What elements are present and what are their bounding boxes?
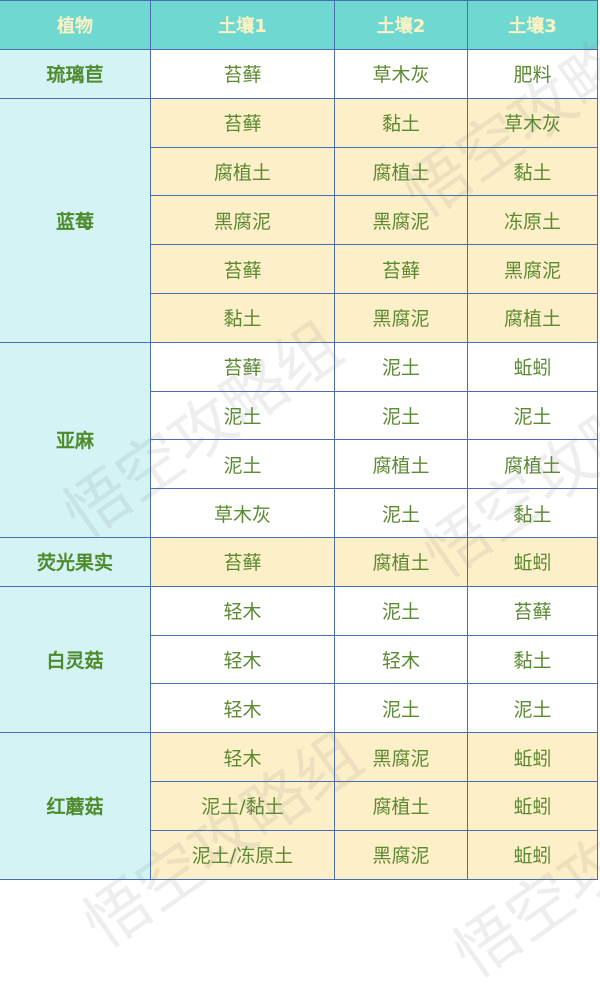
soil-3-cell: 肥料	[467, 49, 598, 99]
table-row: 亚麻 苔藓 泥土 蚯蚓	[0, 341, 598, 538]
table-row: 黏土 黑腐泥 腐植土	[0, 292, 598, 343]
soil-2-cell: 黏土	[334, 97, 468, 148]
soil-1-cell: 苔藓	[150, 244, 335, 294]
soil-3-cell: 蚯蚓	[467, 732, 598, 782]
header-plant: 植物	[0, 0, 151, 50]
soil-2-cell: 黑腐泥	[334, 195, 468, 246]
table-row: 泥土 腐植土 腐植土	[0, 439, 598, 490]
soil-1-cell: 草木灰	[150, 488, 335, 538]
table-row: 琉璃苣 苔藓 草木灰 肥料	[0, 49, 598, 99]
soil-3-cell: 腐植土	[467, 292, 598, 343]
soil-1-cell: 轻木	[150, 683, 335, 734]
soil-1-cell: 泥土	[150, 390, 335, 441]
soil-3-cell: 腐植土	[467, 439, 598, 490]
plant-name: 亚麻	[0, 341, 151, 538]
soil-2-cell: 苔藓	[334, 244, 468, 294]
soil-2-cell: 黑腐泥	[334, 829, 468, 880]
soil-1-cell: 泥土	[150, 439, 335, 490]
table-row: 腐植土 腐植土 黏土	[0, 146, 598, 197]
soil-2-cell: 黑腐泥	[334, 732, 468, 782]
soil-3-cell: 黏土	[467, 634, 598, 685]
table-row: 白灵菇 轻木 泥土 苔藓	[0, 585, 598, 734]
plant-name: 白灵菇	[0, 585, 151, 734]
table-row: 荧光果实 苔藓 腐植土 蚯蚓	[0, 536, 598, 587]
soil-3-cell: 泥土	[467, 683, 598, 734]
soil-1-cell: 轻木	[150, 585, 335, 636]
soil-2-cell: 腐植土	[334, 780, 468, 831]
soil-1-cell: 苔藓	[150, 536, 335, 587]
soil-3-cell: 蚯蚓	[467, 829, 598, 880]
soil-3-cell: 黏土	[467, 488, 598, 538]
soil-2-cell: 轻木	[334, 634, 468, 685]
soil-2-cell: 腐植土	[334, 146, 468, 197]
soil-table: 植物 土壤1 土壤2 土壤3 琉璃苣 苔藓 草木灰 肥料 蓝莓 苔藓 黏土 草木灰 腐植土 腐植土…	[0, 0, 598, 880]
plant-name: 荧光果实	[0, 536, 151, 587]
soil-3-cell: 黑腐泥	[467, 244, 598, 294]
header-soil-1: 土壤1	[150, 0, 335, 50]
soil-3-cell: 苔藓	[467, 585, 598, 636]
soil-2-cell: 泥土	[334, 585, 468, 636]
plant-name: 蓝莓	[0, 97, 151, 343]
table-row: 草木灰 泥土 黏土	[0, 488, 598, 538]
table-row: 泥土/黏土 腐植土 蚯蚓	[0, 780, 598, 831]
soil-3-cell: 草木灰	[467, 97, 598, 148]
soil-2-cell: 泥土	[334, 488, 468, 538]
table-row: 泥土/冻原土 黑腐泥 蚯蚓	[0, 829, 598, 880]
table-row: 黑腐泥 黑腐泥 冻原土	[0, 195, 598, 246]
header-soil-3: 土壤3	[467, 0, 598, 50]
soil-3-cell: 蚯蚓	[467, 341, 598, 392]
soil-3-cell: 黏土	[467, 146, 598, 197]
soil-1-cell: 黏土	[150, 292, 335, 343]
soil-2-cell: 腐植土	[334, 536, 468, 587]
table-row: 蓝莓 苔藓 黏土 草木灰	[0, 97, 598, 343]
soil-2-cell: 泥土	[334, 683, 468, 734]
soil-1-cell: 腐植土	[150, 146, 335, 197]
header-soil-2: 土壤2	[334, 0, 468, 50]
soil-2-cell: 泥土	[334, 390, 468, 441]
soil-1-cell: 黑腐泥	[150, 195, 335, 246]
soil-3-cell: 蚯蚓	[467, 780, 598, 831]
header-row: 植物 土壤1 土壤2 土壤3	[0, 0, 598, 50]
plant-name: 红蘑菇	[0, 732, 151, 880]
soil-2-cell: 腐植土	[334, 439, 468, 490]
soil-1-cell: 泥土/冻原土	[150, 829, 335, 880]
soil-2-cell: 草木灰	[334, 49, 468, 99]
soil-1-cell: 轻木	[150, 732, 335, 782]
table-row: 红蘑菇 轻木 黑腐泥 蚯蚓	[0, 732, 598, 880]
plant-name: 琉璃苣	[0, 49, 151, 99]
table-row: 苔藓 苔藓 黑腐泥	[0, 244, 598, 294]
soil-1-cell: 轻木	[150, 634, 335, 685]
soil-1-cell: 苔藓	[150, 341, 335, 392]
soil-3-cell: 冻原土	[467, 195, 598, 246]
soil-1-cell: 泥土/黏土	[150, 780, 335, 831]
soil-2-cell: 泥土	[334, 341, 468, 392]
table-row: 轻木 轻木 黏土	[0, 634, 598, 685]
table-row: 泥土 泥土 泥土	[0, 390, 598, 441]
soil-1-cell: 苔藓	[150, 97, 335, 148]
soil-1-cell: 苔藓	[150, 49, 335, 99]
soil-3-cell: 泥土	[467, 390, 598, 441]
soil-2-cell: 黑腐泥	[334, 292, 468, 343]
table-row: 轻木 泥土 泥土	[0, 683, 598, 734]
soil-3-cell: 蚯蚓	[467, 536, 598, 587]
